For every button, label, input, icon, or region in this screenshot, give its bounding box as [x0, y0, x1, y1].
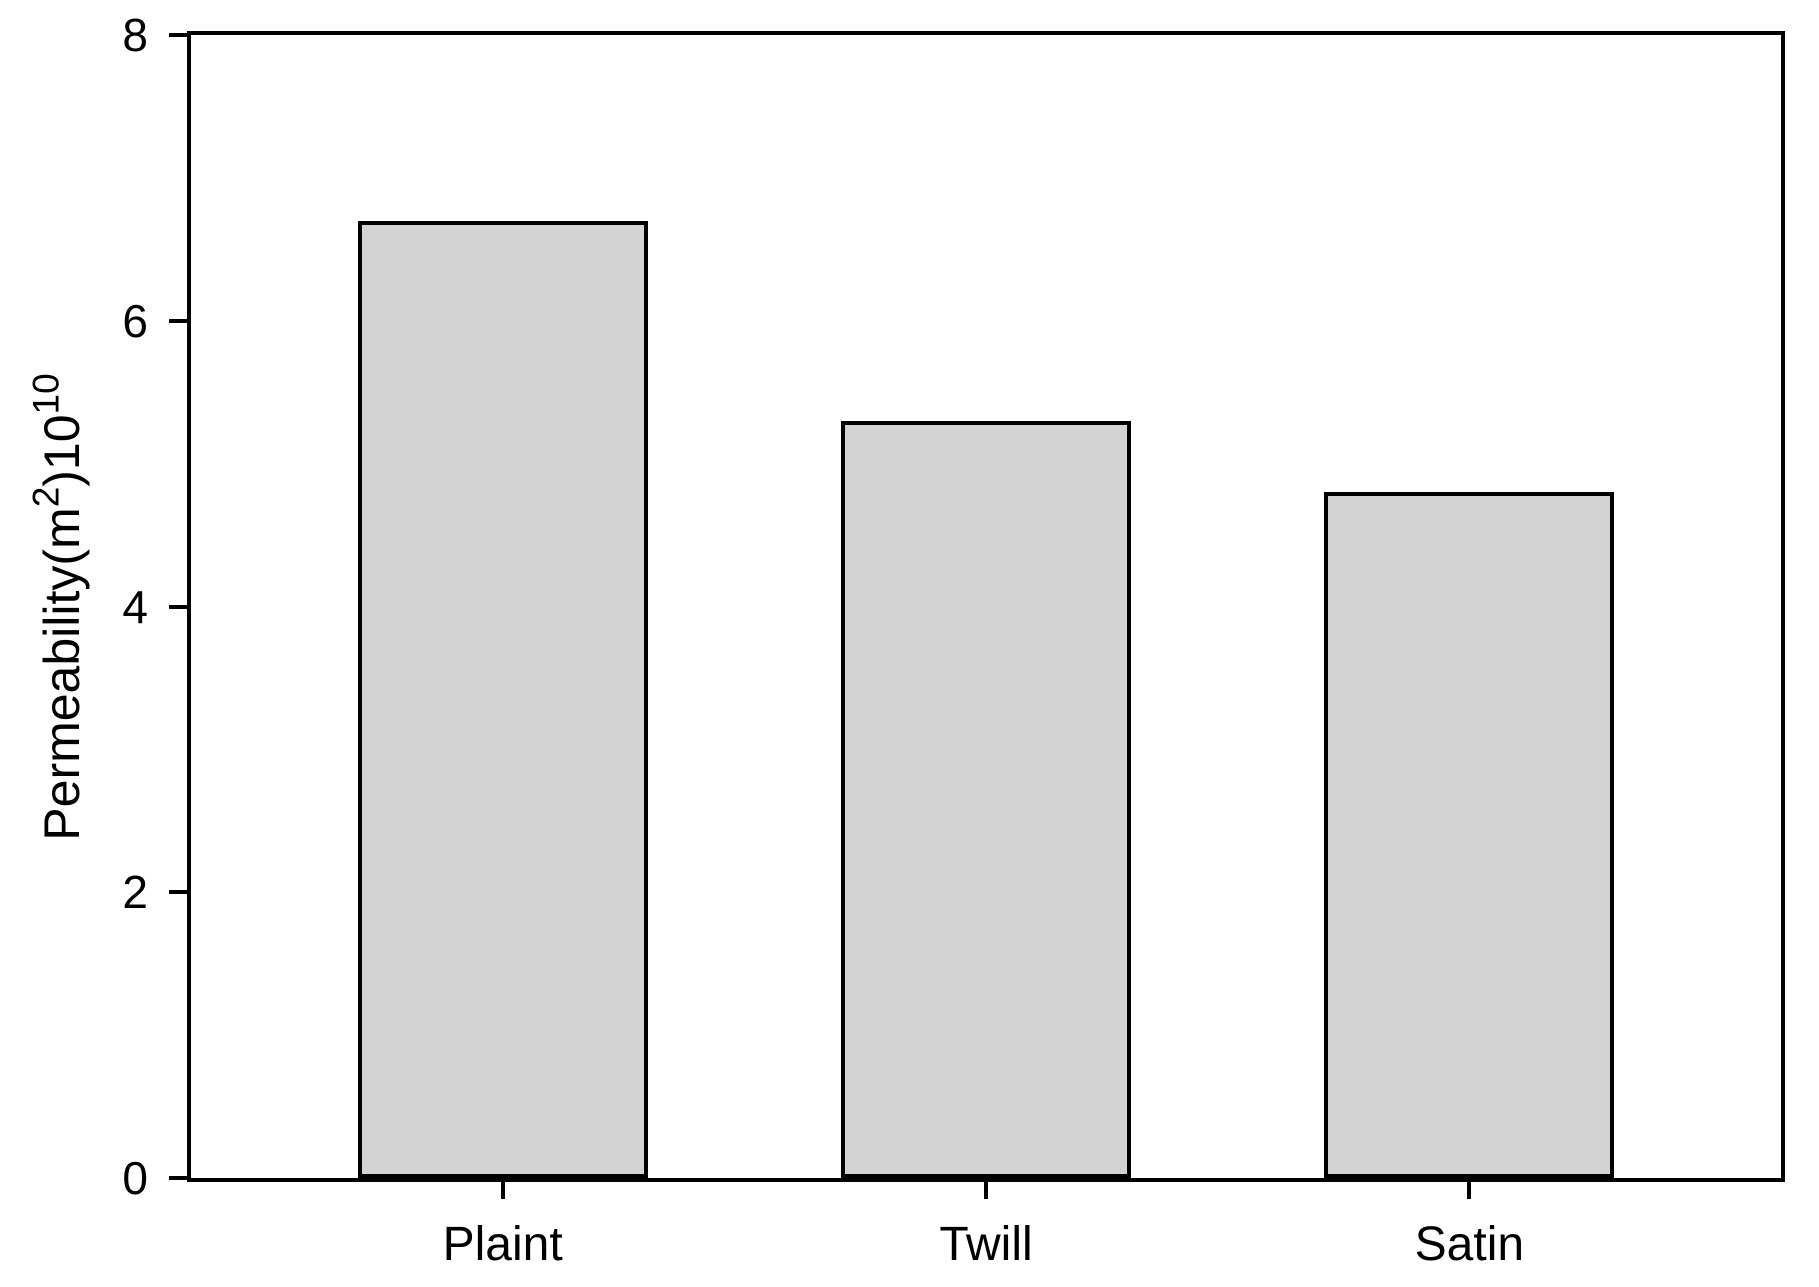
x-axis-label-twill: Twill: [939, 1218, 1033, 1271]
y-tick-4: [169, 604, 187, 609]
y-tick-label-2: 2: [122, 866, 148, 919]
bar-plaint: [357, 220, 648, 1178]
y-tick-8: [169, 33, 187, 37]
y-axis-title-superscript: 10: [25, 373, 67, 415]
x-tick-plaint: [500, 1182, 505, 1199]
y-tick-label-0: 0: [122, 1152, 148, 1204]
y-tick-label-8: 8: [122, 9, 148, 61]
bar-satin: [1324, 492, 1615, 1178]
bar-twill: [841, 420, 1131, 1178]
y-axis-title-superscript: 2: [25, 486, 67, 508]
y-tick-2: [169, 890, 187, 895]
plot-area: [191, 35, 1781, 1178]
y-tick-0: [169, 1176, 187, 1180]
x-axis-label-satin: Satin: [1414, 1218, 1525, 1271]
y-tick-label-6: 6: [122, 294, 148, 347]
y-tick-label-4: 4: [122, 580, 148, 633]
x-axis-label-plaint: Plaint: [442, 1218, 563, 1271]
y-tick-6: [169, 318, 187, 323]
x-tick-twill: [984, 1182, 988, 1199]
x-tick-satin: [1467, 1182, 1472, 1199]
